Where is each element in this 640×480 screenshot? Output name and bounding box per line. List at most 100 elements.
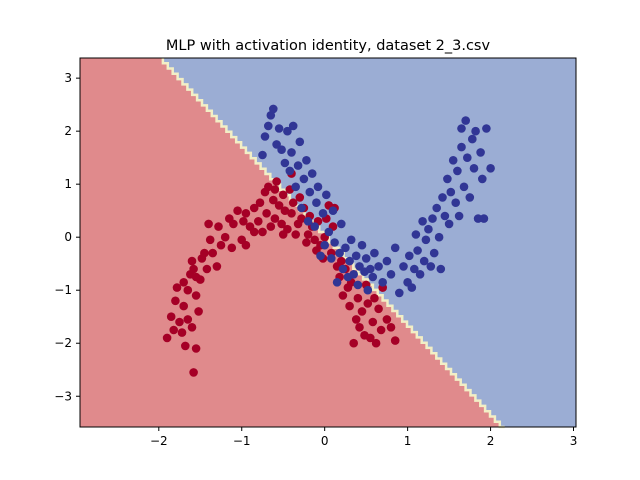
scatter-point-class-0 [258,227,267,237]
scatter-point-class-1 [448,156,458,165]
scatter-point-class-1 [316,251,325,261]
scatter-point-class-1 [332,278,342,287]
scatter-point-class-0 [214,222,223,231]
scatter-point-class-1 [453,166,462,176]
scatter-point-class-1 [335,248,344,258]
scatter-point-class-1 [486,164,495,173]
plot-area [80,58,576,429]
scatter-point-class-1 [370,248,379,258]
scatter-point-class-0 [262,209,271,218]
scatter-point-class-1 [478,174,487,184]
scatter-point-class-0 [278,230,288,239]
scatter-point-class-0 [191,291,201,300]
scatter-point-class-1 [361,254,371,263]
scatter-point-class-1 [264,121,273,131]
scatter-point-class-0 [274,201,284,210]
scatter-point-class-0 [181,341,190,351]
scatter-point-class-0 [368,317,378,327]
scatter-point-class-1 [461,116,471,125]
scatter-point-class-1 [345,256,354,266]
scatter-point-class-1 [471,126,480,136]
points-layer [162,104,495,377]
scatter-point-class-1 [429,248,439,258]
scatter-point-class-0 [183,285,193,295]
scatter-point-class-0 [241,209,251,218]
scatter-point-class-1 [432,203,442,213]
scatter-point-class-0 [303,230,313,239]
scatter-point-class-1 [428,214,437,223]
scatter-point-class-1 [463,153,472,162]
scatter-point-class-1 [454,211,464,221]
scatter-point-class-1 [307,169,317,178]
y-tick-label: −1 [54,283,72,297]
scatter-point-class-0 [382,315,392,324]
scatter-point-class-0 [376,325,386,335]
y-tick-label: 2 [64,124,72,138]
scatter-point-class-1 [328,206,338,215]
scatter-point-class-0 [189,264,198,274]
scatter-point-class-1 [438,193,447,202]
scatter-point-class-0 [386,323,396,332]
scatter-point-class-0 [287,209,296,218]
scatter-point-class-1 [283,126,292,136]
scatter-point-class-1 [434,232,444,242]
scatter-point-class-0 [363,299,373,308]
scatter-point-class-1 [269,104,278,114]
scatter-point-class-0 [204,219,213,229]
scatter-point-class-0 [345,301,354,311]
scatter-point-class-1 [457,142,466,152]
scatter-point-class-1 [327,254,336,263]
scatter-point-class-1 [310,222,320,231]
scatter-point-class-0 [229,219,238,229]
y-tick-label: −3 [54,389,72,403]
scatter-point-class-1 [476,148,485,157]
scatter-point-class-1 [341,243,350,253]
scatter-point-class-0 [200,248,209,258]
scatter-point-class-0 [179,301,188,311]
scatter-point-class-0 [177,328,187,337]
scatter-point-class-0 [272,177,281,186]
scatter-point-class-1 [446,187,456,197]
scatter-point-class-1 [407,283,417,292]
scatter-point-class-1 [451,198,461,207]
scatter-point-class-1 [258,150,267,160]
scatter-point-class-0 [357,307,367,316]
y-tick-label: 1 [64,177,72,191]
scatter-point-class-0 [166,312,176,322]
scatter-point-class-1 [482,124,491,133]
scatter-point-class-0 [175,317,184,327]
scatter-point-class-0 [191,344,201,353]
scatter-point-class-1 [320,240,330,250]
scatter-point-class-0 [280,206,290,215]
scatter-point-class-0 [208,248,217,258]
scatter-point-class-0 [353,293,363,303]
scatter-point-class-1 [349,270,359,279]
scatter-point-class-1 [411,230,421,239]
scatter-point-class-1 [469,164,479,173]
scatter-point-class-1 [302,156,311,165]
scatter-point-class-0 [233,206,242,215]
scatter-point-class-0 [266,222,276,231]
scatter-point-class-0 [337,256,346,266]
scatter-point-class-0 [187,256,197,266]
scatter-point-class-1 [277,145,286,154]
scatter-point-class-0 [374,304,383,314]
scatter-point-class-1 [468,134,477,144]
scatter-point-class-0 [297,214,306,223]
scatter-point-class-1 [337,219,346,229]
scatter-point-class-0 [253,217,263,226]
scatter-point-class-1 [410,264,419,274]
scatter-point-class-1 [312,198,321,207]
scatter-point-class-0 [227,243,237,253]
scatter-point-class-0 [172,283,182,292]
scatter-point-class-0 [187,323,197,332]
scatter-point-class-0 [264,182,273,192]
x-tick-label: −1 [233,434,251,448]
scatter-point-class-0 [270,185,280,194]
scatter-point-class-1 [426,262,436,271]
scatter-point-class-0 [249,203,259,213]
scatter-point-class-1 [479,214,489,223]
scatter-point-class-1 [313,182,323,192]
scatter-point-class-1 [395,288,404,298]
scatter-point-class-1 [424,224,433,234]
